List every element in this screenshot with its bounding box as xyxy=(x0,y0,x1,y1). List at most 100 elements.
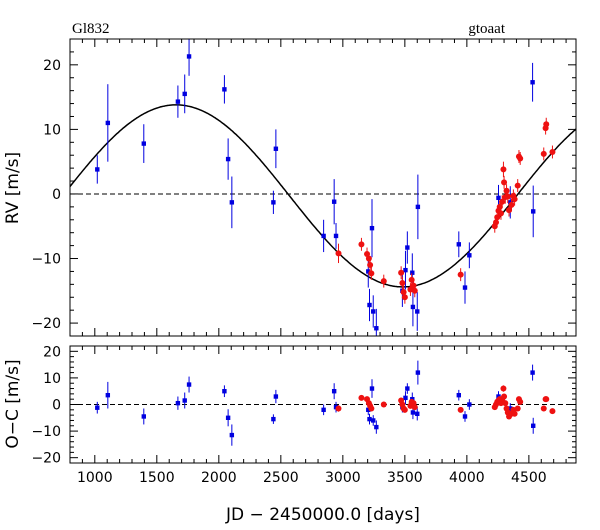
y-tick-label: 10 xyxy=(43,371,61,387)
data-point xyxy=(410,270,415,275)
data-point xyxy=(411,404,418,411)
x-tick-label: 2500 xyxy=(263,470,299,486)
data-point xyxy=(369,386,375,391)
data-point xyxy=(95,167,100,172)
data-point xyxy=(365,255,372,262)
y-tick-label: −20 xyxy=(31,316,61,332)
x-tick-label: 4000 xyxy=(449,470,485,486)
x-tick-label: 2000 xyxy=(201,470,237,486)
data-point xyxy=(367,416,372,422)
y-tick-label: 0 xyxy=(52,187,61,203)
data-point xyxy=(403,267,408,273)
data-point xyxy=(511,410,518,417)
data-point xyxy=(95,405,100,410)
data-point xyxy=(366,407,371,413)
data-point xyxy=(500,166,507,173)
residuals-y-axis-label: O−C [m/s] xyxy=(3,359,23,448)
data-point xyxy=(401,294,408,301)
data-point xyxy=(410,304,416,310)
residuals-points xyxy=(95,360,556,446)
data-point xyxy=(358,394,365,401)
data-point xyxy=(467,402,472,407)
data-point xyxy=(543,396,550,403)
data-point xyxy=(335,405,342,412)
y-tick-label: 0 xyxy=(52,398,61,414)
data-point xyxy=(182,398,187,403)
data-point xyxy=(374,424,379,430)
data-point xyxy=(501,179,508,186)
x-tick-label: 4500 xyxy=(511,470,547,486)
data-point xyxy=(273,146,279,151)
data-point xyxy=(508,406,513,411)
data-point xyxy=(225,156,231,162)
data-point xyxy=(273,394,279,399)
data-point xyxy=(410,410,416,415)
rv-plot-area xyxy=(70,39,576,336)
data-point xyxy=(456,242,462,247)
data-point xyxy=(508,201,515,208)
data-point xyxy=(415,370,421,375)
data-point xyxy=(457,271,464,278)
data-point xyxy=(400,289,407,296)
data-point xyxy=(502,400,509,407)
data-point xyxy=(401,406,408,413)
data-point xyxy=(456,392,462,398)
data-point xyxy=(410,282,417,289)
data-point xyxy=(530,80,535,85)
rv-frame xyxy=(69,38,577,337)
data-point xyxy=(380,278,387,285)
data-point xyxy=(105,392,111,398)
data-point xyxy=(186,54,192,59)
rv-y-axis-label: RV [m/s] xyxy=(3,152,23,224)
data-point xyxy=(175,99,181,104)
data-point xyxy=(497,210,504,217)
data-point xyxy=(380,401,387,408)
y-tick-label: −20 xyxy=(31,451,61,467)
rv-ticks: −20 −10 0 10 20 xyxy=(31,38,576,337)
data-point xyxy=(186,382,192,387)
data-point xyxy=(182,91,187,97)
data-point xyxy=(415,411,420,417)
data-point xyxy=(467,253,472,258)
data-point xyxy=(462,414,468,419)
data-point xyxy=(549,148,556,155)
data-point xyxy=(403,395,408,401)
y-tick-label: −10 xyxy=(31,424,61,440)
data-point xyxy=(398,269,405,276)
rv-points xyxy=(95,39,556,336)
data-point xyxy=(531,209,536,214)
x-tick-label: 1000 xyxy=(77,470,113,486)
data-point xyxy=(367,261,374,268)
data-point xyxy=(493,219,500,226)
data-point xyxy=(514,182,521,189)
data-point xyxy=(501,393,508,400)
data-point xyxy=(374,326,379,331)
data-point xyxy=(105,120,111,126)
y-tick-label: 20 xyxy=(43,58,61,74)
data-point xyxy=(321,233,326,239)
data-point xyxy=(371,309,376,314)
data-point xyxy=(549,408,556,415)
data-point xyxy=(371,418,376,423)
data-point xyxy=(530,370,535,375)
data-point xyxy=(543,121,550,128)
data-point xyxy=(368,405,375,412)
x-tick-label: 3000 xyxy=(325,470,361,486)
data-point xyxy=(333,233,339,239)
instrument-label: gtoaat xyxy=(468,21,505,37)
data-point xyxy=(141,414,146,419)
data-point xyxy=(415,309,420,314)
data-point xyxy=(331,199,337,204)
data-point xyxy=(405,386,410,391)
data-point xyxy=(531,423,536,428)
residuals-frame xyxy=(69,345,577,464)
data-point xyxy=(368,270,375,277)
x-axis-label: JD − 2450000.0 [days] xyxy=(225,505,420,525)
data-point xyxy=(500,385,507,392)
residuals-ticks: 1000 1500 2000 2500 3000 3500 4000 4500 −20 −10 0 1… xyxy=(31,344,576,486)
data-point xyxy=(405,245,410,250)
data-point xyxy=(229,200,235,205)
data-point xyxy=(367,302,372,308)
data-point xyxy=(462,285,468,290)
